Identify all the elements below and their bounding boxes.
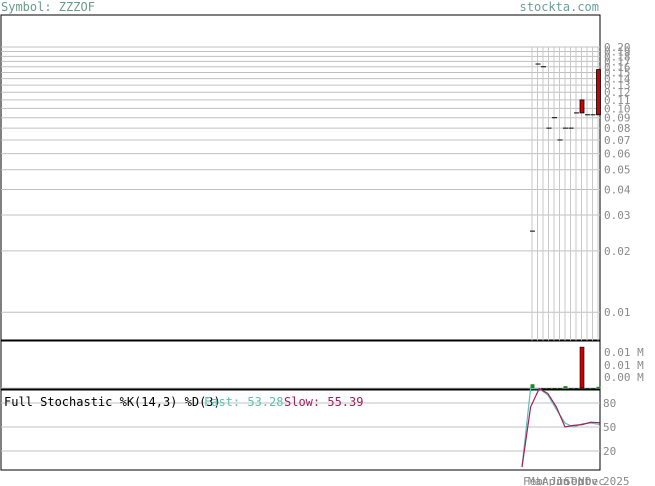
x-tick-label: Oct [571,475,591,486]
price-frame [0,14,601,341]
volume-bar [574,388,579,389]
symbol-label: Symbol: ZZZOF [1,0,95,14]
x-tick-label: Nov [578,475,598,486]
price-candle [579,99,585,114]
volume-tick-label: 0.01 M [604,346,644,359]
volume-bar [530,384,535,388]
volume-bar [569,388,573,389]
price-tick-label: 0.11 [604,94,631,107]
price-tick-label: 0.20 [604,41,631,54]
stochastic-title: Full Stochastic %K(14,3) %D(3) [4,395,221,409]
slow-label: Slow: 55.39 [284,395,363,409]
stochastic-tick-label: 20 [603,445,616,458]
volume-bar [558,388,562,389]
price-tick-label: 0.17 [604,55,631,68]
price-tick-label: 0.18 [604,50,631,63]
volume-bar [552,388,557,389]
price-tick-label: 0.12 [604,86,631,99]
price-candle [596,69,601,116]
volume-frame [0,340,601,390]
x-tick-label: Feb [523,475,543,486]
price-tick-label: 0.03 [604,209,631,222]
volume-panel: 0.01 M0.01 M0.00 M [0,340,644,390]
stochastic-tick-label: 80 [603,397,616,410]
price-tick-label: 0.09 [604,112,631,125]
price-tick-label: 0.01 [604,306,631,319]
stochastic-panel: 80 50 20 Full Stochastic %K(14,3) %D(3)Fast… [0,387,630,486]
volume-bar [547,388,551,389]
price-tick-label: 0.05 [604,164,631,177]
x-tick-label: Mar [528,475,548,486]
price-tick-label: 0.02 [604,245,631,258]
fast-label: Fast: 53.28 [204,395,283,409]
volume-bar [591,388,595,389]
volume-bar [541,388,546,389]
price-tick-label: 0.06 [604,148,631,161]
slow-line [521,387,600,468]
volume-bar [585,388,590,389]
price-tick-label: 0.15 [604,66,631,79]
price-tick-label: 0.13 [604,79,631,92]
volume-bar [596,386,601,388]
price-tick-label: 0.16 [604,61,631,74]
volume-bar [563,386,568,388]
price-tick-label: 0.07 [604,134,631,147]
source-label[interactable]: stockta.com [519,0,599,14]
price-tick-label: 0.10 [604,102,631,115]
volume-bar [579,346,585,389]
volume-tick-label: 0.00 M [604,371,644,384]
price-panel: 0.200.190.180.170.160.150.140.130.120.11… [0,14,631,470]
x-tick-label: Jul [556,475,576,486]
x-tick-label: Dec [585,475,605,486]
price-tick-label: 0.08 [604,122,631,135]
price-tick-label: 0.14 [604,73,631,86]
volume-tick-label: 0.01 M [604,359,644,372]
x-tick-label: 2025 [603,475,630,486]
stochastic-tick-label: 50 [603,421,616,434]
price-tick-label: 0.19 [604,46,631,59]
price-tick-label: 0.04 [604,184,631,197]
x-tick-label: Jun [550,475,570,486]
x-tick-label: Sep [564,475,584,486]
x-tick-label: Apr [542,475,562,486]
